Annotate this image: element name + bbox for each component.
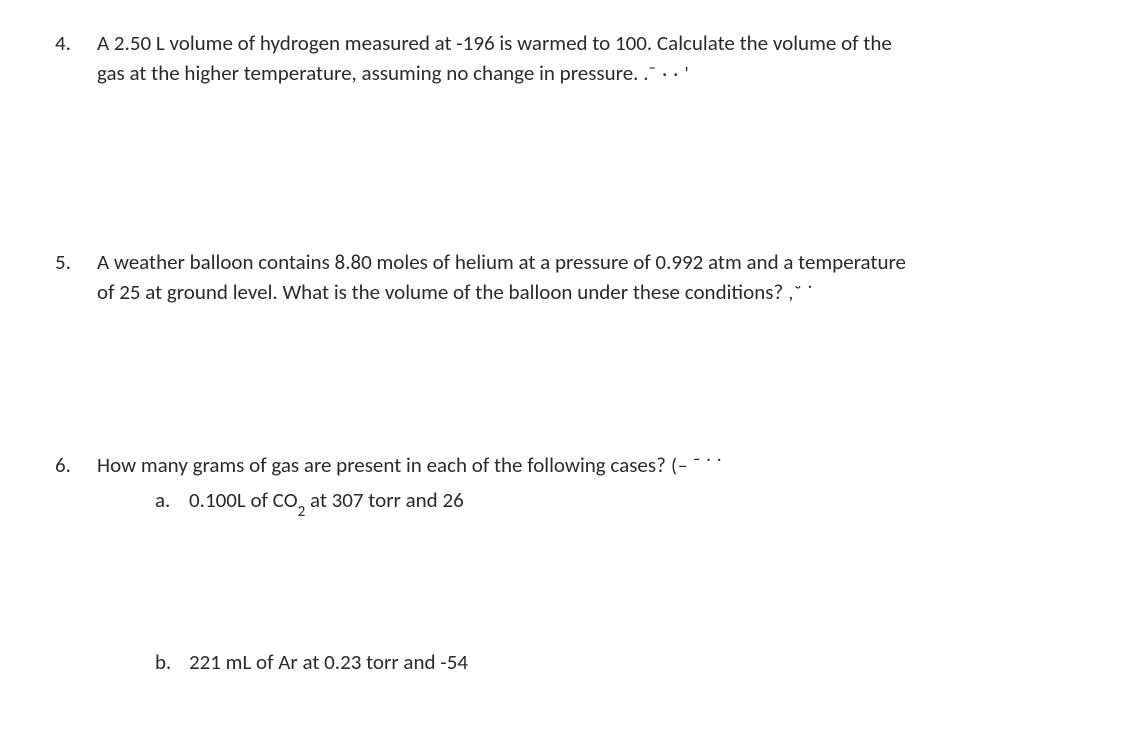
question-6-sub-b: b. 221 mL of Ar at 0.23 torr and -54 [155,647,1075,677]
question-5-body: A weather balloon contains 8.80 moles of… [97,247,1075,308]
question-6: 6. How many grams of gas are present in … [45,450,1075,678]
question-6-sub-a-subscript: 2 [298,503,306,521]
question-6-body: How many grams of gas are present in eac… [97,450,1075,678]
question-4-body: A 2.50 L volume of hydrogen measured at … [97,28,1075,89]
question-4-number: 4. [45,28,97,58]
question-6-number: 6. [45,450,97,480]
question-4-trail: ¯ · · ' [649,63,690,86]
question-4-line2: gas at the higher temperature, assuming … [97,60,649,86]
question-5-trail: ,˘ ˙ [783,282,813,305]
question-6-sub-b-text: 221 mL of Ar at 0.23 torr and -54 [189,647,468,677]
question-4: 4. A 2.50 L volume of hydrogen measured … [45,28,1075,89]
question-6-sub-a-post: at 307 torr and 26 [305,487,464,513]
question-6-sub-a-text: 0.100L of CO2 at 307 torr and 26 [189,485,464,520]
question-6-text: How many grams of gas are present in eac… [97,452,666,478]
question-4-line1: A 2.50 L volume of hydrogen measured at … [97,30,892,56]
question-6-trail: (‒ ˉ ˙ ˙ [666,455,722,478]
question-6-sub-a-letter: a. [155,485,189,515]
question-5-line1: A weather balloon contains 8.80 moles of… [97,249,906,275]
question-5-number: 5. [45,247,97,277]
question-6-sublist: a. 0.100L of CO2 at 307 torr and 26 b. 2… [97,485,1075,678]
question-5-line2: of 25 at ground level. What is the volum… [97,279,783,305]
question-6-sub-a-pre: 0.100L of CO [189,487,298,513]
question-6-sub-a: a. 0.100L of CO2 at 307 torr and 26 [155,485,1075,520]
question-6-sub-b-letter: b. [155,647,189,677]
question-5: 5. A weather balloon contains 8.80 moles… [45,247,1075,308]
